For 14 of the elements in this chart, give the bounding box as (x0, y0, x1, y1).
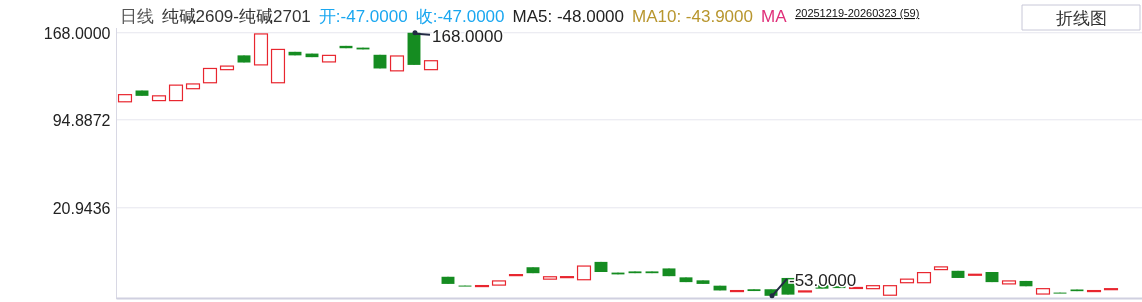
text: MA10: -43.9000 (632, 7, 753, 26)
text: MA (760, 7, 788, 26)
y-tick-label: 168.0000 (43, 24, 111, 42)
text: 收:-47.0000 (415, 7, 505, 26)
annotation: -53.0000 (789, 270, 857, 290)
y-tick-label: 20.9436 (52, 199, 111, 217)
text: 日线 (119, 7, 154, 26)
annotation: 168.0000 (432, 26, 503, 46)
text: 20251219-20260323 (59) (795, 7, 920, 19)
text: 开:-47.0000 (318, 7, 408, 26)
y-tick-label: 94.8872 (52, 111, 111, 129)
chart-title: 纯碱2609-纯碱2701 (161, 7, 311, 26)
annotation: 折线图 (1055, 9, 1107, 28)
text: MA5: -48.0000 (512, 7, 625, 26)
